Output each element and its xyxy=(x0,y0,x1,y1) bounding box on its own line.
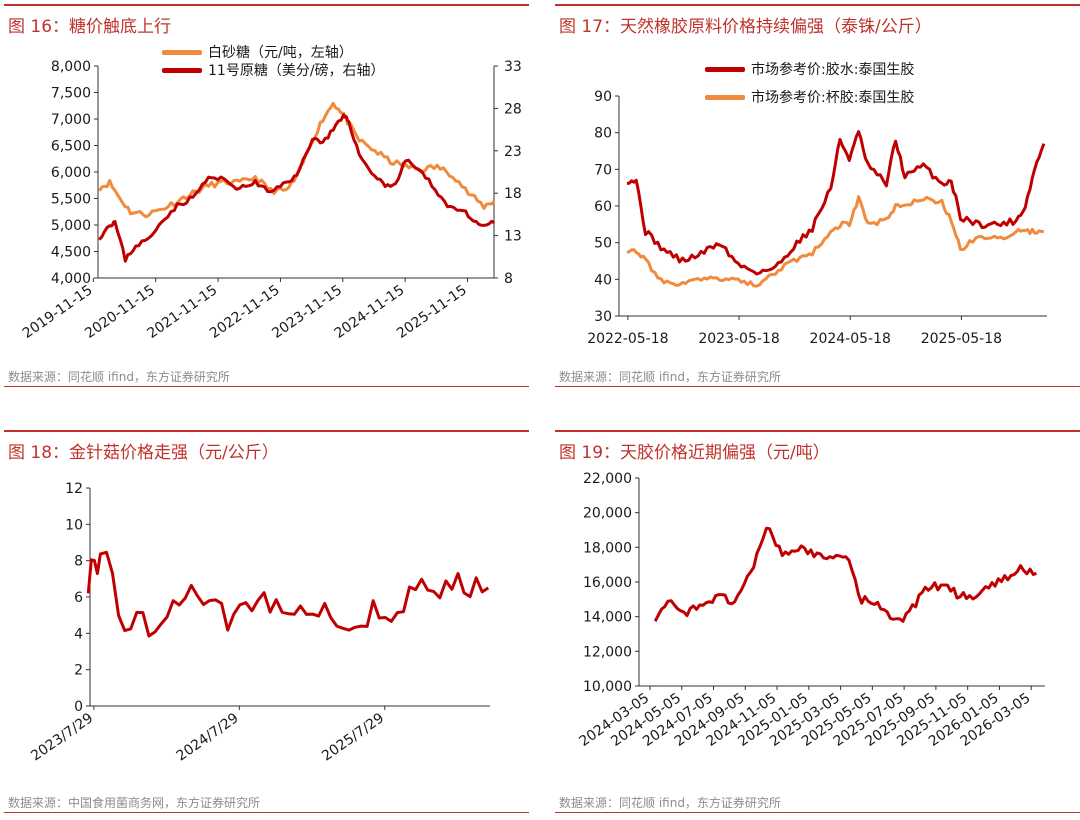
y-tick-label: 20,000 xyxy=(583,506,632,522)
series-line xyxy=(626,195,1045,288)
legend-item-white-sugar: 白砂糖（元/吨，左轴） xyxy=(162,42,353,62)
series-line xyxy=(626,130,1046,276)
y-tick-label: 0 xyxy=(74,699,83,715)
panel-enoki: 图 18：金针菇价格走强（元/公斤） 0 2 4 6 8 10 12 2023/7/29 202… xyxy=(4,430,529,820)
x-tick-label: 2022-05-18 xyxy=(587,331,668,347)
y-tick-label: 6,000 xyxy=(51,165,91,181)
legend-swatch xyxy=(705,66,745,72)
y-tick-label: 5,500 xyxy=(51,192,91,208)
x-tick-label: 2023/7/29 xyxy=(28,710,96,764)
panel-bottom-rule xyxy=(4,812,529,813)
y-right-tick-label: 13 xyxy=(504,229,522,245)
y-right-tick-label: 23 xyxy=(504,144,522,160)
source-note: 数据来源：同花顺 ifind，东方证券研究所 xyxy=(559,796,781,810)
y-tick-label: 7,500 xyxy=(51,86,91,102)
legend-label: 白砂糖（元/吨，左轴） xyxy=(208,45,353,61)
y-tick-label: 4,500 xyxy=(51,245,91,261)
sugar-price-chart: 4,000 4,500 5,000 5,500 6,000 6,500 7,000 7,500… xyxy=(20,59,522,342)
y-tick-label: 70 xyxy=(594,162,612,178)
legend-label: 11号原糖（美分/磅，右轴） xyxy=(208,63,385,79)
y-tick-label: 8 xyxy=(74,554,83,570)
series-line xyxy=(653,526,1037,623)
y-right-tick-label: 8 xyxy=(504,271,513,287)
x-tick-label: 2025/7/29 xyxy=(319,710,387,764)
panel-title: 图 17：天然橡胶原料价格持续偏强（泰铢/公斤） xyxy=(559,17,932,37)
panel-bottom-rule xyxy=(555,812,1080,813)
panel-top-rule xyxy=(4,430,529,432)
series-line xyxy=(98,101,496,219)
y-right-tick-label: 18 xyxy=(504,186,522,202)
series-line xyxy=(98,113,496,263)
y-tick-label: 2 xyxy=(74,663,83,679)
y-tick-label: 6 xyxy=(74,590,83,606)
panel-sugar: 图 16：糖价触底上行 4,000 4,500 5,000 5,500 6,000 6,5… xyxy=(4,4,529,394)
rubber-price-chart: 10,000 12,000 14,000 16,000 18,000 20,000 22,0… xyxy=(576,471,1045,750)
x-tick-label: 2023-05-18 xyxy=(698,331,779,347)
panel-rubber: 图 19：天胶价格近期偏强（元/吨） 10,000 12,000 14,000 16,… xyxy=(555,430,1080,820)
legend-swatch xyxy=(705,94,745,100)
legend-item-cup-lump: 市场参考价:杯胶:泰国生胶 xyxy=(705,87,914,107)
panel-title: 图 19：天胶价格近期偏强（元/吨） xyxy=(559,443,830,463)
panel-rubber-raw: 图 17：天然橡胶原料价格持续偏强（泰铢/公斤） 30 40 50 60 70 80 90 2… xyxy=(555,4,1080,394)
source-note: 数据来源：同花顺 ifind，东方证券研究所 xyxy=(8,370,230,384)
x-tick-label: 2024-05-18 xyxy=(810,331,891,347)
y-tick-label: 30 xyxy=(594,309,612,325)
legend-label: 市场参考价:杯胶:泰国生胶 xyxy=(751,90,915,106)
x-tick-label: 2024/7/29 xyxy=(174,710,242,764)
y-tick-label: 10,000 xyxy=(583,679,632,695)
panel-bottom-rule xyxy=(4,386,529,387)
legend-label: 市场参考价:胶水:泰国生胶 xyxy=(751,62,915,78)
x-tick-label: 2025-05-18 xyxy=(921,331,1002,347)
y-tick-label: 18,000 xyxy=(583,540,632,556)
panel-top-rule xyxy=(555,4,1080,6)
x-tick-label: 2025-11-15 xyxy=(394,282,470,342)
source-note: 数据来源：中国食用菌商务网，东方证券研究所 xyxy=(8,796,261,810)
panel-top-rule xyxy=(4,4,529,6)
y-tick-label: 80 xyxy=(594,126,612,142)
legend-swatch xyxy=(162,49,202,55)
y-tick-label: 8,000 xyxy=(51,59,91,75)
panel-top-rule xyxy=(555,430,1080,432)
y-tick-label: 7,000 xyxy=(51,112,91,128)
enoki-price-chart: 0 2 4 6 8 10 12 2023/7/29 2024/7/29 2025/7/29 xyxy=(28,481,490,764)
y-tick-label: 12 xyxy=(65,481,83,497)
y-tick-label: 4 xyxy=(74,626,83,642)
y-right-tick-label: 28 xyxy=(504,101,522,117)
y-tick-label: 4,000 xyxy=(51,271,91,287)
panel-bottom-rule xyxy=(555,386,1080,387)
y-tick-label: 14,000 xyxy=(583,610,632,626)
y-tick-label: 5,000 xyxy=(51,218,91,234)
y-tick-label: 90 xyxy=(594,89,612,105)
y-tick-label: 12,000 xyxy=(583,644,632,660)
panel-title: 图 16：糖价触底上行 xyxy=(8,17,172,37)
y-tick-label: 60 xyxy=(594,199,612,215)
legend-swatch xyxy=(162,67,202,73)
panel-title: 图 18：金针菇价格走强（元/公斤） xyxy=(8,443,279,463)
legend-item-raw-sugar: 11号原糖（美分/磅，右轴） xyxy=(162,60,385,80)
y-tick-label: 50 xyxy=(594,236,612,252)
y-tick-label: 16,000 xyxy=(583,575,632,591)
rubber-raw-price-chart: 30 40 50 60 70 80 90 2022-05-18 2023-05-18 2024-0… xyxy=(587,89,1047,347)
y-tick-label: 22,000 xyxy=(583,471,632,487)
series-line xyxy=(86,550,490,638)
y-right-tick-label: 33 xyxy=(504,59,522,75)
y-tick-label: 6,500 xyxy=(51,139,91,155)
legend-item-latex: 市场参考价:胶水:泰国生胶 xyxy=(705,59,914,79)
source-note: 数据来源：同花顺 ifind，东方证券研究所 xyxy=(559,370,781,384)
y-tick-label: 10 xyxy=(65,517,83,533)
y-tick-label: 40 xyxy=(594,272,612,288)
